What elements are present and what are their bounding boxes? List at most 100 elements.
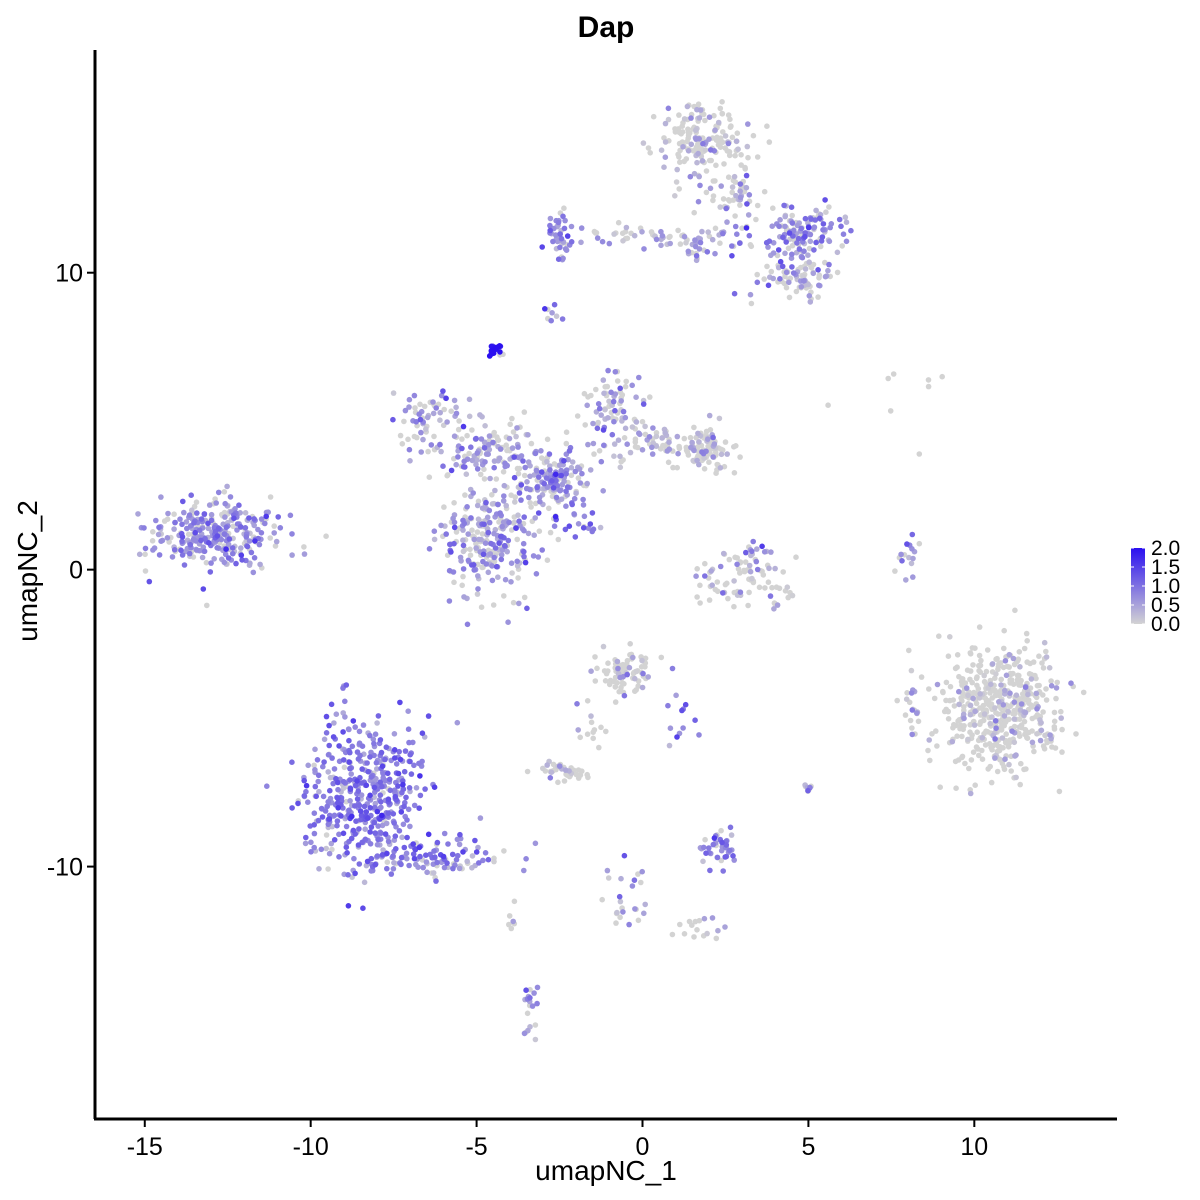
cell-point — [638, 879, 644, 886]
cell-point — [783, 269, 790, 276]
cell-point — [346, 737, 352, 744]
cell-point — [336, 743, 342, 749]
cell-point — [782, 213, 788, 220]
cell-point — [214, 533, 221, 539]
cell-point — [355, 788, 362, 794]
cell-point — [951, 721, 957, 728]
cell-point — [675, 450, 681, 457]
cell-point — [450, 865, 456, 872]
cell-point — [459, 436, 465, 442]
cell-point — [557, 231, 563, 237]
cell-point — [691, 424, 697, 431]
cell-point — [390, 416, 396, 423]
cell-point — [184, 525, 190, 532]
cell-point — [993, 725, 999, 731]
cell-point — [590, 420, 596, 427]
cell-point — [509, 445, 516, 451]
cell-point — [516, 600, 522, 607]
cell-point — [993, 710, 999, 716]
cell-point — [764, 263, 770, 270]
cell-point — [956, 688, 962, 695]
cell-point — [522, 464, 528, 471]
cell-point — [568, 239, 575, 245]
cell-point — [426, 546, 433, 552]
cell-point — [735, 146, 741, 152]
cell-point — [987, 690, 993, 696]
cell-point — [780, 569, 786, 575]
cell-point — [335, 800, 341, 806]
cell-point — [702, 560, 708, 567]
cell-point — [559, 481, 566, 488]
cell-point — [382, 756, 388, 763]
cell-point — [462, 464, 468, 470]
cell-point — [397, 756, 404, 763]
cell-point — [561, 205, 567, 211]
cell-point — [521, 553, 527, 560]
cell-point — [547, 529, 554, 536]
cell-point — [675, 227, 681, 234]
cell-point — [539, 244, 545, 250]
cell-point — [335, 805, 342, 811]
cell-point — [451, 397, 458, 404]
cell-point — [672, 126, 678, 132]
cell-point — [495, 574, 501, 580]
cell-point — [639, 684, 646, 691]
cell-point — [611, 441, 618, 447]
cell-point — [360, 722, 367, 728]
cell-point — [165, 510, 171, 517]
cell-point — [988, 701, 995, 707]
cell-point — [379, 852, 386, 858]
cell-point — [150, 547, 156, 553]
cell-point — [340, 757, 347, 763]
cell-point — [1051, 718, 1058, 725]
cell-point — [483, 499, 489, 506]
cell-point — [422, 786, 428, 792]
cell-point — [777, 258, 784, 265]
cell-point — [534, 1000, 540, 1007]
x-tick-label: -5 — [465, 1133, 487, 1161]
cell-point — [547, 227, 553, 234]
cell-point — [729, 189, 735, 196]
cell-point — [645, 145, 652, 151]
cell-point — [999, 735, 1006, 741]
cell-point — [373, 760, 380, 766]
cell-point — [925, 747, 931, 754]
cell-point — [379, 822, 386, 829]
cell-point — [810, 270, 817, 277]
cell-point — [460, 566, 467, 572]
cell-point — [733, 443, 739, 449]
cell-point — [1048, 678, 1054, 684]
cell-point — [776, 223, 782, 230]
cell-point — [547, 467, 553, 473]
cell-point — [811, 247, 817, 253]
cell-point — [726, 149, 733, 155]
cell-point — [611, 678, 617, 685]
cell-point — [516, 490, 523, 496]
cell-point — [416, 760, 422, 767]
cell-point — [535, 554, 542, 560]
cell-point — [572, 468, 579, 475]
cell-point — [674, 464, 680, 471]
cell-point — [482, 459, 488, 465]
cell-point — [1017, 781, 1023, 788]
x-tick-label: -10 — [293, 1133, 329, 1161]
x-tick-label: 0 — [636, 1133, 650, 1161]
cell-point — [514, 465, 521, 472]
cell-point — [451, 579, 457, 586]
cell-point — [972, 708, 978, 715]
cell-point — [420, 864, 427, 871]
cell-point — [437, 417, 443, 424]
cell-point — [573, 771, 580, 778]
cell-point — [585, 441, 591, 448]
cell-point — [338, 813, 344, 819]
cell-point — [994, 655, 1000, 662]
cell-point — [390, 866, 397, 872]
cell-point — [737, 194, 744, 201]
cell-point — [544, 557, 551, 563]
cell-point — [612, 699, 619, 705]
cell-point — [909, 531, 916, 538]
cell-point — [949, 738, 956, 745]
cell-point — [588, 719, 595, 726]
cell-point — [367, 841, 374, 847]
cell-point — [718, 183, 724, 189]
